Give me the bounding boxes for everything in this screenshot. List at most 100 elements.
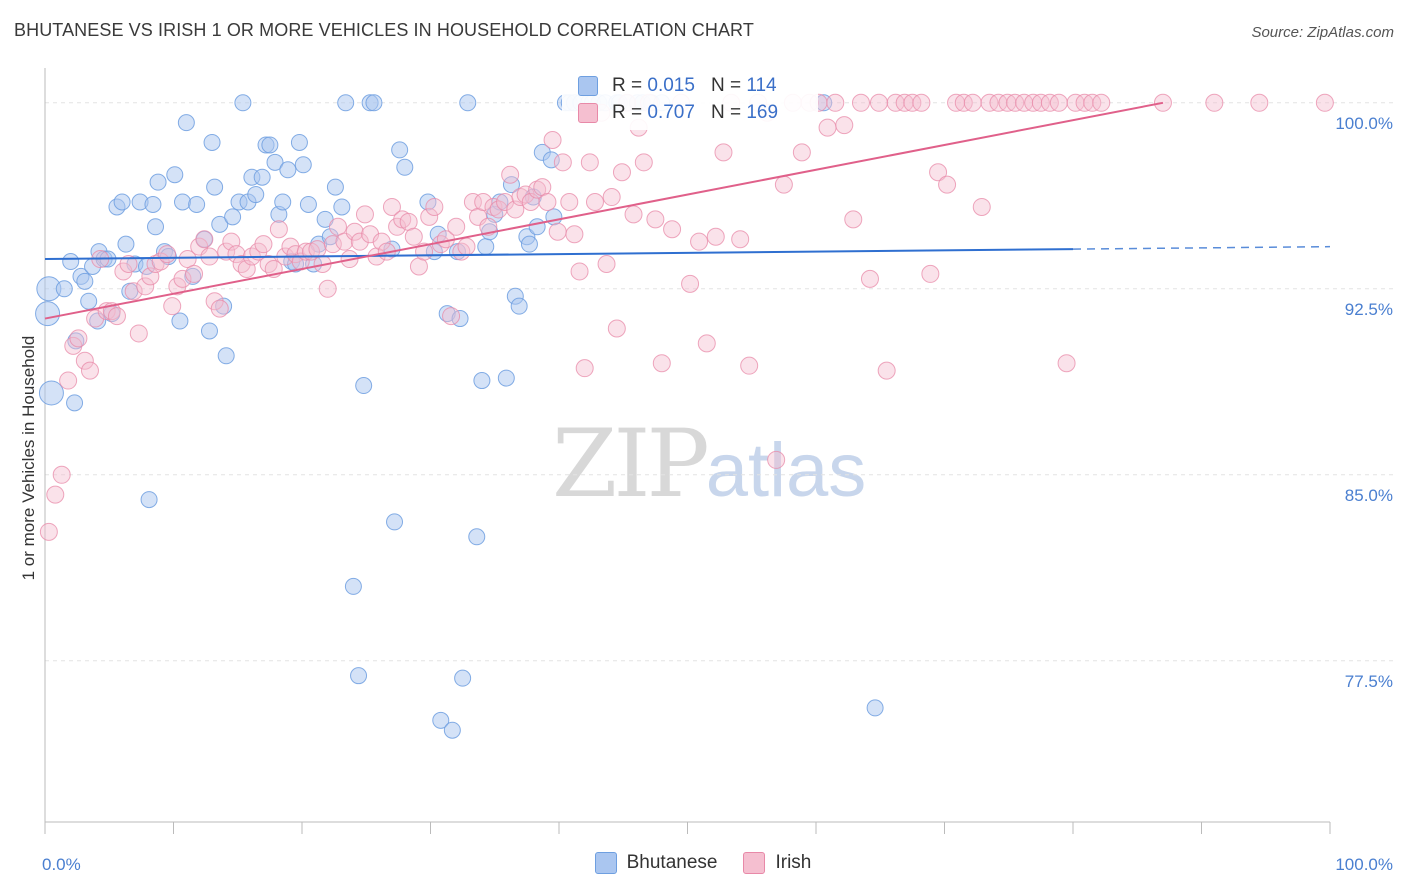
legend-swatch-irish [743, 852, 766, 874]
bhutanese-point [80, 292, 98, 310]
source-label: Source: ZipAtlas.com [1251, 24, 1394, 41]
irish-point [474, 193, 493, 211]
y-tick-label: 100.0% [1335, 114, 1393, 133]
irish-point [227, 245, 246, 264]
bhutanese-point [274, 193, 292, 211]
bhutanese-point [144, 195, 162, 213]
bhutanese-point [224, 208, 242, 226]
irish-point [912, 93, 931, 112]
bhutanese-point [459, 94, 477, 112]
irish-point [869, 93, 888, 112]
bhutanese-point [386, 513, 404, 531]
bhutanese-point [38, 380, 64, 406]
bhutanese-point [443, 721, 461, 739]
bhutanese-point [497, 369, 515, 387]
bhutanese-point [217, 347, 235, 365]
irish-point [714, 143, 733, 162]
bhutanese-point [290, 133, 308, 151]
irish-point [972, 197, 991, 216]
bhutanese-point [520, 235, 538, 253]
watermark-sub: atlas [705, 428, 867, 513]
irish-point [178, 250, 197, 269]
irish-point [119, 255, 138, 273]
irish-point [602, 188, 621, 207]
irish-point [484, 197, 503, 216]
irish-point [52, 465, 71, 484]
irish-point [345, 222, 364, 241]
legend-r-value: 0.015 [647, 75, 695, 96]
bhutanese-point [454, 669, 472, 687]
irish-point [185, 264, 204, 283]
axis-labels: 77.5% 85.0% 92.5% 100.0% 0.0% 100.0% 1 or more… [19, 114, 1393, 874]
bhutanese-trend-line [44, 248, 1074, 261]
irish-point [690, 232, 709, 251]
bhutanese-point [355, 377, 373, 395]
irish-point [929, 163, 948, 182]
y-axis-label: 1 or more Vehicles in Household [19, 336, 38, 581]
y-tick-label: 77.5% [1345, 672, 1393, 691]
irish-point [731, 230, 750, 249]
irish-point [254, 235, 273, 254]
bhutanese-point [35, 301, 61, 327]
irish-point [404, 227, 423, 246]
irish-point [355, 205, 374, 224]
grid-lines [45, 102, 1395, 662]
bhutanese-point [337, 94, 355, 112]
irish-point [612, 163, 631, 182]
bottom-legend: Bhutanese Irish [0, 852, 1406, 874]
irish-point [774, 175, 793, 194]
irish-point [548, 222, 567, 241]
irish-point [634, 153, 653, 172]
irish-point [107, 307, 126, 326]
irish-point [624, 205, 643, 224]
irish-point [826, 93, 845, 112]
legend-r-label: R = [612, 102, 643, 123]
irish-point [528, 180, 547, 199]
irish-point [158, 245, 177, 264]
legend-label-irish: Irish [775, 852, 812, 873]
bhutanese-point [477, 238, 495, 256]
bhutanese-point [542, 151, 560, 169]
irish-point [835, 116, 854, 135]
bhutanese-point [171, 312, 189, 330]
bhutanese-point [215, 297, 233, 315]
bhutanese-point [117, 235, 135, 253]
irish-point [663, 220, 682, 239]
irish-point [553, 153, 572, 172]
irish-point [425, 197, 444, 216]
bhutanese-point [140, 491, 158, 509]
irish-point [740, 356, 759, 375]
irish-point [565, 225, 584, 244]
irish-point [269, 220, 288, 239]
legend-n-value: 169 [746, 102, 779, 123]
bhutanese-point [321, 228, 339, 246]
axes [44, 68, 1331, 834]
bhutanese-point [299, 195, 317, 213]
irish-point [447, 217, 466, 236]
irish-point [75, 351, 94, 370]
watermark-main: ZIP [552, 410, 710, 519]
irish-point [877, 361, 896, 380]
bhutanese-point [203, 133, 221, 151]
bhutanese-point [76, 272, 94, 290]
bhutanese-point [528, 218, 546, 236]
x-tick-label: 100.0% [1335, 855, 1393, 874]
irish-point [80, 361, 99, 380]
irish-point [1250, 93, 1269, 112]
bhutanese-point [67, 332, 85, 350]
irish-point [442, 307, 461, 326]
bhutanese-point [234, 94, 252, 112]
irish-point [173, 269, 192, 288]
irish-point [350, 232, 369, 251]
irish-point [860, 269, 879, 288]
bhutanese-point [545, 208, 563, 226]
irish-point [585, 193, 604, 211]
bhutanese-point [510, 297, 528, 315]
irish-point [1092, 93, 1111, 112]
irish-point [792, 143, 811, 162]
irish-point [59, 371, 78, 390]
legend-r-value: 0.707 [647, 102, 695, 123]
trend-lines [44, 101, 1331, 320]
x-tick-label: 0.0% [42, 855, 81, 874]
